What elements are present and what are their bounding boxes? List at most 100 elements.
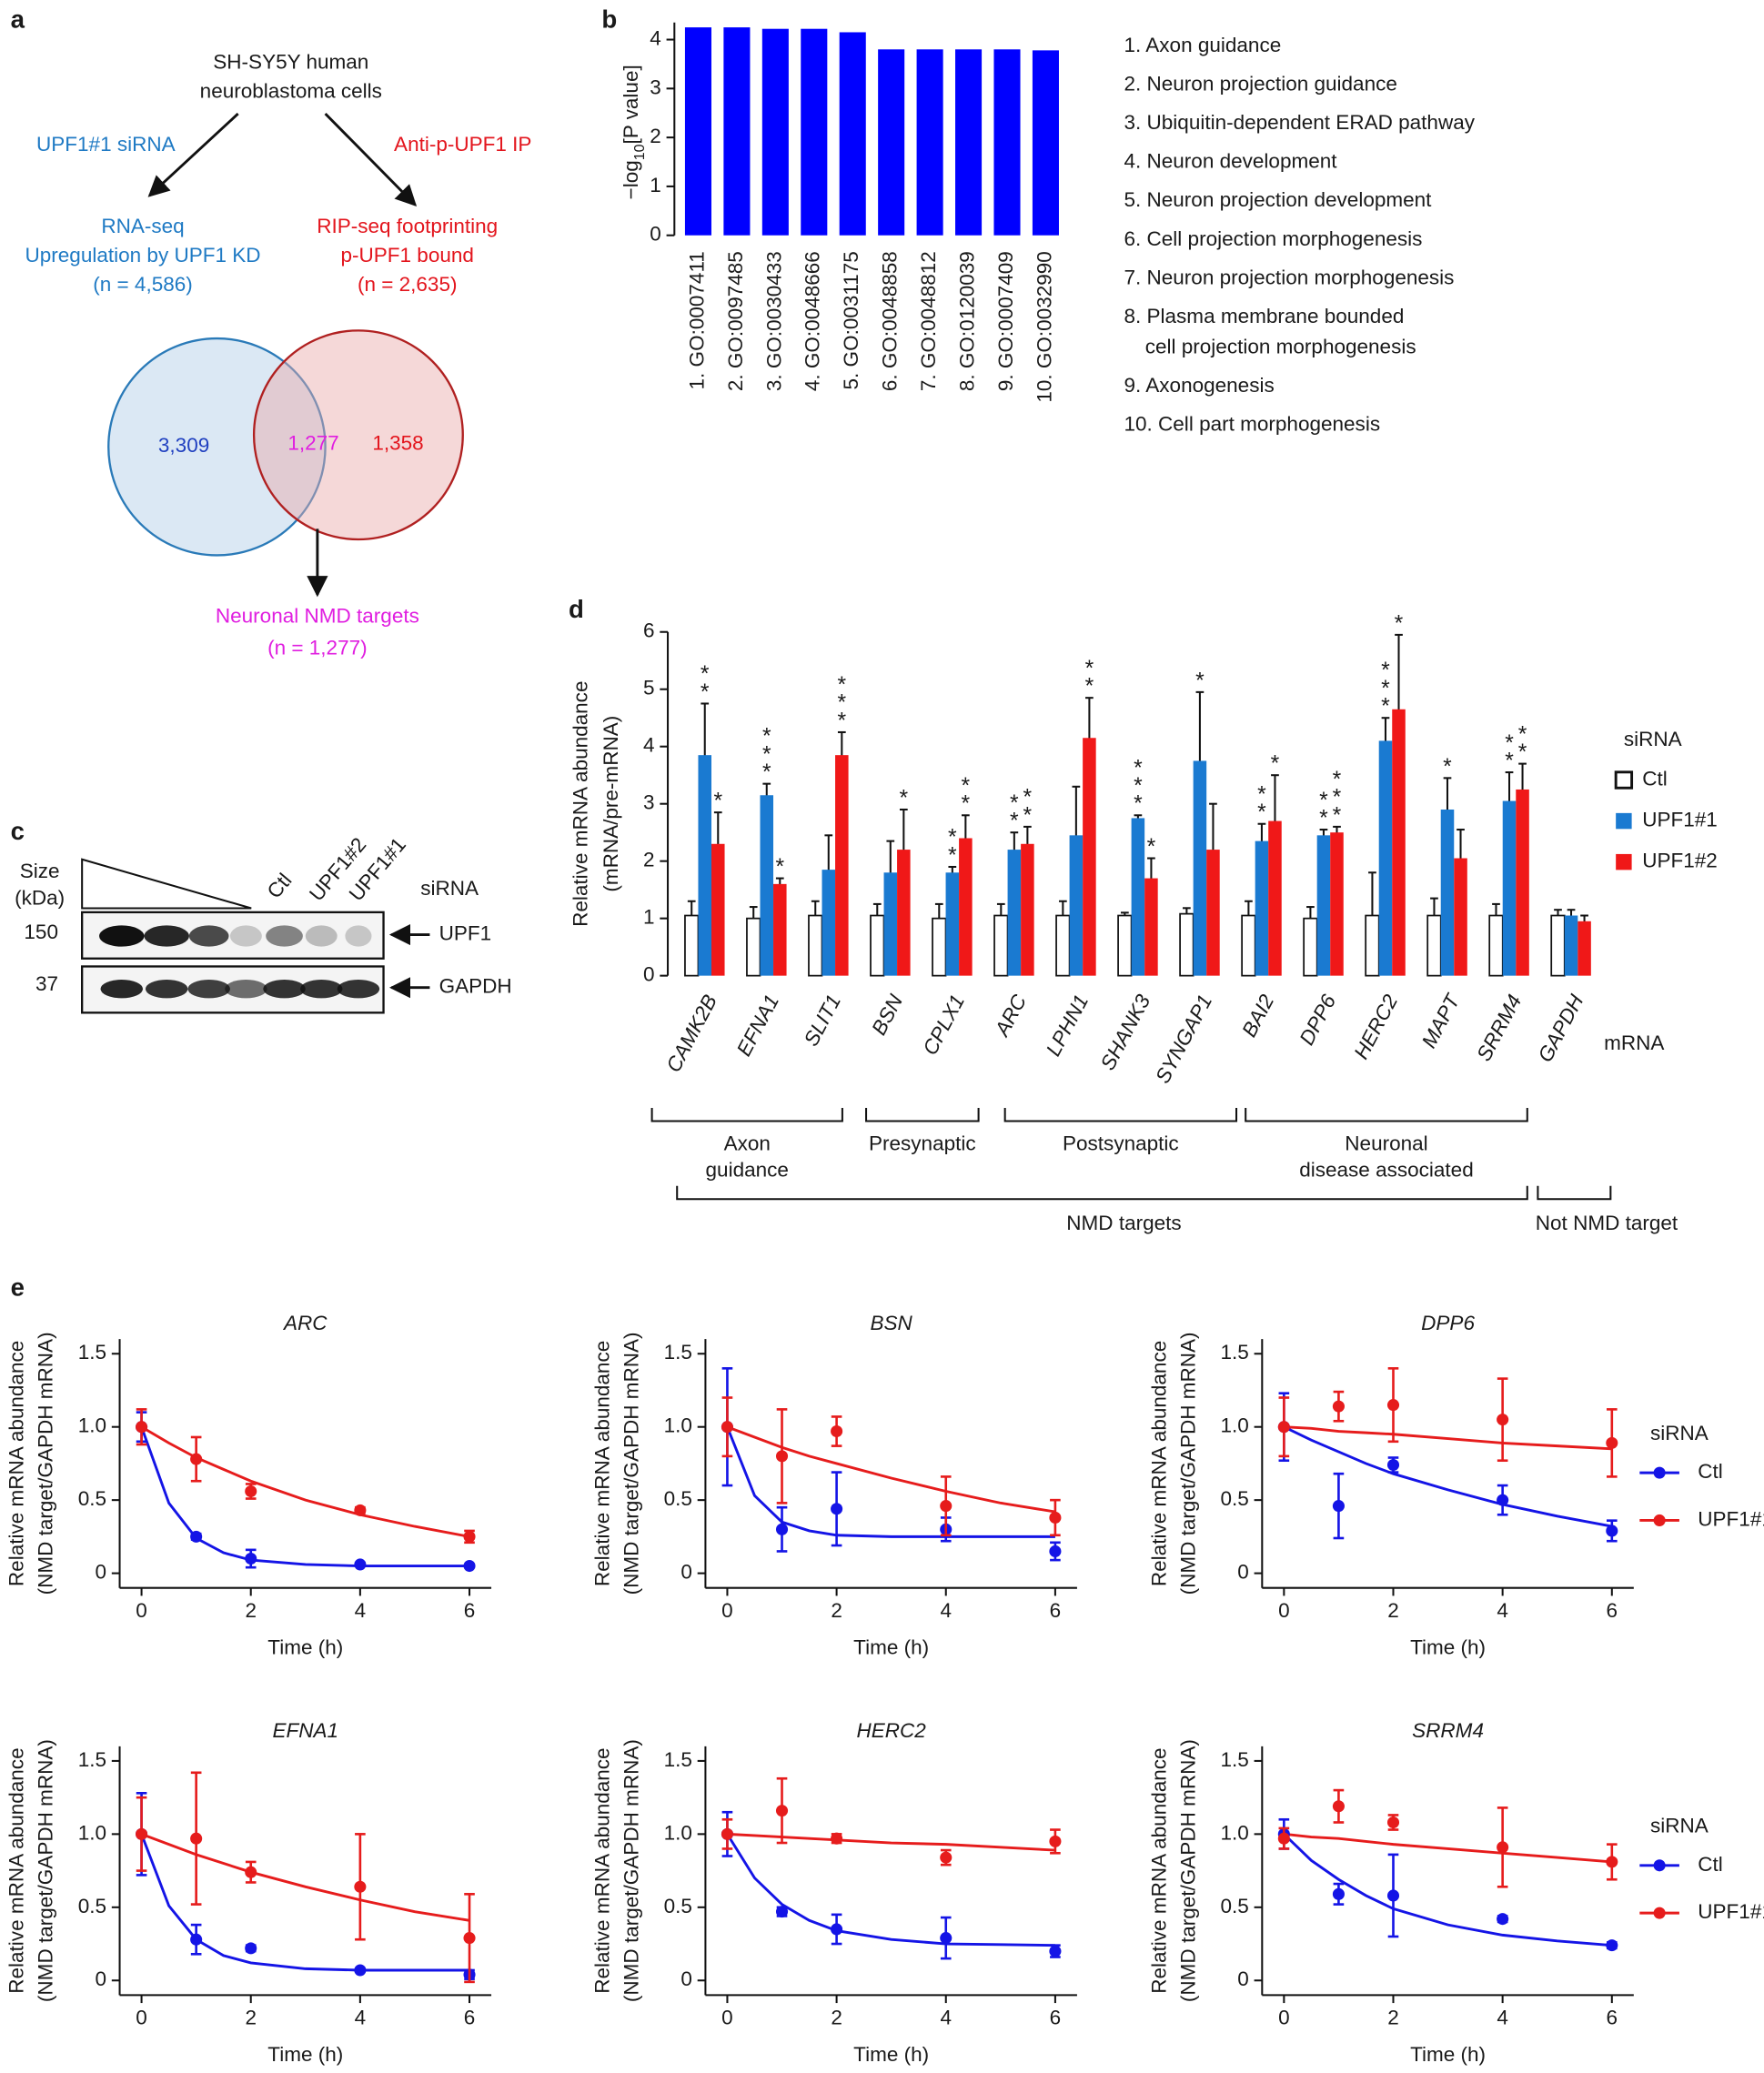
x-tick-label: 6 <box>464 1599 476 1622</box>
x-tick-label: 2 <box>245 2006 257 2028</box>
y-tick-label: 5 <box>643 677 655 699</box>
fit-curve <box>1284 1425 1612 1451</box>
data-point <box>190 1933 203 1946</box>
x-tick-label: SHANK3 <box>1096 991 1155 1074</box>
data-point <box>245 1552 257 1565</box>
size-label: (kDa) <box>15 886 65 909</box>
group-label: Axon <box>724 1132 771 1155</box>
x-tick-label: SYNGAP1 <box>1151 991 1216 1087</box>
significance: * <box>1263 752 1287 770</box>
blot-band <box>144 925 189 947</box>
x-tick-label: ARC <box>990 991 1032 1042</box>
data-point <box>775 1450 789 1463</box>
data-point <box>721 1421 733 1434</box>
y-tick-label: 0 <box>1237 1561 1249 1584</box>
data-point <box>775 1523 789 1535</box>
bracket <box>650 1107 843 1122</box>
y-tick-label: 0.5 <box>1220 1487 1248 1510</box>
x-tick-label: 0 <box>721 2006 733 2028</box>
term-text: 6. Cell projection morphogenesis <box>1124 227 1422 250</box>
marker-label: 37 <box>35 972 58 995</box>
legend-title: siRNA <box>1650 1422 1709 1444</box>
data-point <box>1049 1511 1062 1524</box>
bar <box>1179 912 1194 977</box>
fit-curve <box>140 1833 470 1972</box>
y-tick-label: 0 <box>680 1967 692 1990</box>
protein-label: GAPDH <box>439 975 512 998</box>
y-tick-label: 1.0 <box>664 1821 692 1844</box>
bar <box>839 32 866 236</box>
source-text: SH-SY5Y human <box>213 51 368 74</box>
x-tick-label: 10. GO:0032990 <box>1033 251 1055 402</box>
blot-band <box>266 925 303 947</box>
x-tick-label: 8. GO:0120039 <box>956 251 979 391</box>
y-tick-label: 0 <box>650 223 661 246</box>
y-tick-label: 1.5 <box>664 1748 692 1771</box>
bar <box>760 795 774 976</box>
y-tick-label: 6 <box>643 619 655 642</box>
bar <box>1268 820 1282 976</box>
panel-label: a <box>11 5 25 34</box>
panel-label: d <box>569 595 584 623</box>
venn-count: 3,309 <box>158 434 209 457</box>
term-text: 4. Neuron development <box>1124 150 1337 173</box>
blot-band <box>188 925 229 947</box>
blot-band <box>305 925 338 947</box>
data-point <box>1049 1945 1062 1957</box>
bar <box>1426 914 1442 977</box>
blot-band <box>229 925 262 947</box>
bar <box>878 49 905 236</box>
group-label: Postsynaptic <box>1063 1132 1179 1155</box>
legend-label: UPF1#2 <box>1642 850 1718 872</box>
data-point <box>1386 1816 1400 1829</box>
lane-title: siRNA <box>420 877 479 900</box>
set-text: (n = 4,586) <box>93 273 193 296</box>
x-tick-label: 0 <box>1278 1599 1290 1622</box>
fit-curve <box>1284 1832 1612 1864</box>
bar <box>1516 789 1529 976</box>
x-axis-label: Time (h) <box>853 2043 929 2066</box>
y-axis-label: (NMD target/GAPDH mRNA) <box>620 1739 642 2002</box>
y-axis-label: Relative mRNA abundance <box>5 1747 28 1993</box>
term-text: 3. Ubiquitin-dependent ERAD pathway <box>1124 111 1475 134</box>
y-axis-label: (NMD target/GAPDH mRNA) <box>35 1739 57 2002</box>
data-point <box>463 1530 476 1543</box>
fit-curve <box>140 1425 470 1538</box>
data-point <box>245 1942 257 1955</box>
significance: * <box>768 855 792 873</box>
bar <box>1392 709 1406 976</box>
data-point <box>775 1805 789 1817</box>
significance: * <box>1386 611 1411 629</box>
data-point <box>775 1906 789 1918</box>
group-label: Neuronal <box>1345 1132 1427 1155</box>
data-point <box>1332 1800 1345 1813</box>
x-tick-label: CAMK2B <box>662 991 722 1075</box>
x-tick-label: 4 <box>1497 2006 1508 2028</box>
group-label: Not NMD target <box>1536 1212 1678 1234</box>
set-text: (n = 2,635) <box>358 273 458 296</box>
blot-band <box>225 980 267 999</box>
venn-count: 1,277 <box>287 431 338 454</box>
bar <box>1144 878 1158 976</box>
data-point <box>1497 1494 1509 1506</box>
data-point <box>136 1827 148 1840</box>
y-axis-label: Relative mRNA abundance <box>590 1747 613 1993</box>
x-tick-label: SLIT1 <box>800 991 845 1050</box>
significance: * <box>1139 835 1164 853</box>
term-text: 10. Cell part morphogenesis <box>1124 413 1380 436</box>
y-axis-label: (mRNA/pre-mRNA) <box>600 716 622 892</box>
y-tick-label: 1 <box>650 174 661 196</box>
fit-curve <box>727 1832 1055 1852</box>
plot-title: DPP6 <box>1421 1312 1475 1334</box>
y-axis-label: (NMD target/GAPDH mRNA) <box>620 1332 642 1595</box>
bar <box>822 870 836 976</box>
legend-title: siRNA <box>1624 728 1682 750</box>
data-point <box>831 1923 843 1936</box>
data-point <box>245 1866 257 1878</box>
x-tick-label: 0 <box>721 1599 733 1622</box>
fit-curve <box>726 1833 1055 1947</box>
y-tick-label: 1.5 <box>664 1341 692 1364</box>
significance: ** <box>1510 722 1535 758</box>
significance: ** <box>692 662 717 698</box>
x-axis-label: Time (h) <box>853 1635 929 1658</box>
